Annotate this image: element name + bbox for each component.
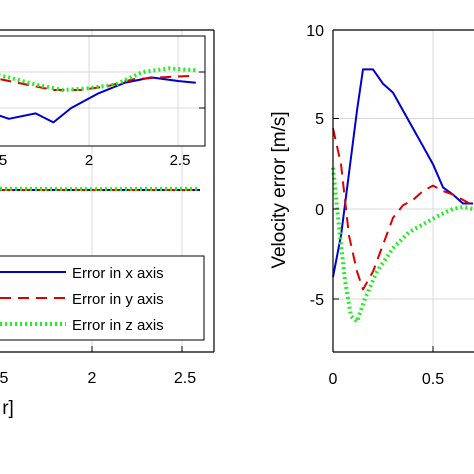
right-panel: 10 5 0 -5 0 0.5 Velocity error [m/s]: [269, 23, 474, 388]
left-xlabel-fragment: r]: [2, 398, 14, 419]
right-ytick-label: 5: [315, 111, 324, 128]
legend: Error in x axis Error in y axis Error in…: [0, 255, 205, 341]
left-xtick-label: 2.5: [174, 370, 196, 387]
left-xtick-label: 2: [88, 370, 97, 387]
inset-xtick-label: 5: [0, 152, 7, 169]
right-lines: [331, 68, 474, 324]
inset-xtick-label: 2.5: [170, 152, 191, 169]
right-plot-area: [333, 30, 474, 352]
right-series-line-y: [332, 128, 474, 291]
right-series-line-x: [332, 68, 473, 278]
legend-label-x: Error in x axis: [72, 265, 164, 282]
left-main-lines: [0, 186, 201, 192]
inset-border: [0, 35, 206, 147]
inset-axes: 5 2 2.5: [0, 35, 206, 169]
right-xtick-label: 0: [329, 371, 338, 388]
inset-lines: [0, 66, 196, 124]
right-ytick-label: -5: [310, 292, 324, 309]
legend-label-z: Error in z axis: [72, 317, 164, 334]
right-xtick-label: 0.5: [422, 371, 444, 388]
legend-label-y: Error in y axis: [72, 291, 164, 308]
left-xtick-label: 5: [0, 370, 9, 387]
legend-box: [0, 255, 205, 341]
inset-series-line-y: [0, 74, 196, 91]
right-ytick-label: 0: [315, 202, 324, 219]
right-ylabel: Velocity error [m/s]: [269, 111, 290, 268]
right-series-line-z: [331, 167, 474, 324]
left-panel: 5 2 2.5 r] 5 2 2.5 Error in x axis Error: [0, 29, 215, 419]
inset-series-line-z: [0, 66, 196, 92]
inset-xtick-label: 2: [85, 152, 93, 169]
right-ytick-label: 10: [306, 23, 324, 40]
inset-series-line-x: [0, 76, 196, 124]
